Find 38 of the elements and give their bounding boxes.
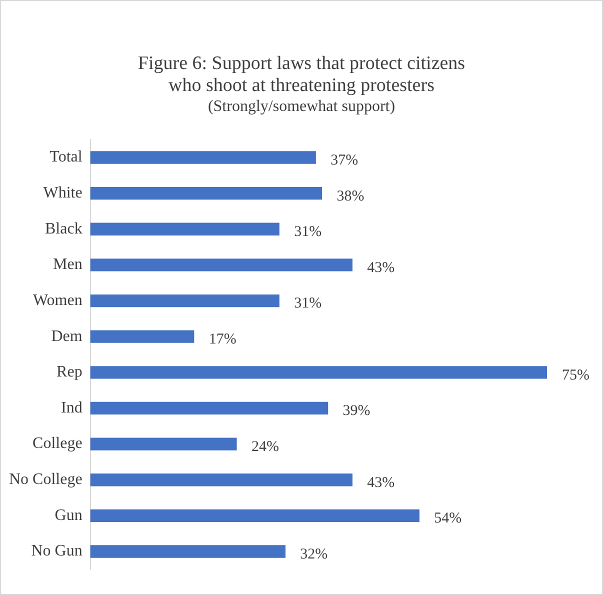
bar (90, 186, 322, 200)
chart-subtitle: (Strongly/somewhat support) (206, 97, 396, 117)
bar (90, 294, 280, 308)
data-label: 43% (367, 474, 395, 491)
bar (90, 509, 420, 522)
data-label: 32% (300, 546, 328, 562)
y-tick-label: College (32, 435, 82, 452)
data-label: 38% (336, 188, 364, 204)
bar (90, 151, 316, 164)
data-label: 31% (294, 296, 322, 312)
data-label: 17% (208, 332, 236, 348)
data-label: 43% (367, 260, 395, 276)
bar (90, 438, 237, 450)
y-tick-label: Ind (60, 399, 82, 416)
y-tick-label: Rep (56, 364, 82, 381)
y-tick-label: No College (8, 471, 82, 488)
bar (90, 222, 280, 236)
y-tick-label: White (43, 184, 82, 202)
data-label: 75% (562, 367, 590, 384)
bar (90, 366, 547, 379)
y-tick-label: Gun (54, 506, 82, 524)
bar (90, 330, 194, 343)
y-tick-label: Dem (51, 328, 83, 345)
bar (90, 402, 328, 415)
bar (90, 258, 352, 272)
data-label: 37% (330, 152, 358, 168)
y-tick-label: Women (32, 292, 82, 309)
data-label: 39% (342, 403, 370, 420)
data-label: 31% (294, 224, 322, 240)
bar (90, 474, 352, 486)
chart-title: Figure 6: Support laws that protect citizens who shoot at threatening protesters (136, 53, 466, 97)
y-tick-label: Men (52, 256, 82, 274)
y-tick-label: Total (50, 148, 83, 166)
bar (90, 545, 286, 558)
data-label: 24% (251, 438, 279, 455)
y-tick-label: Black (44, 220, 82, 238)
data-label: 54% (434, 510, 462, 527)
y-tick-label: No Gun (31, 542, 82, 560)
